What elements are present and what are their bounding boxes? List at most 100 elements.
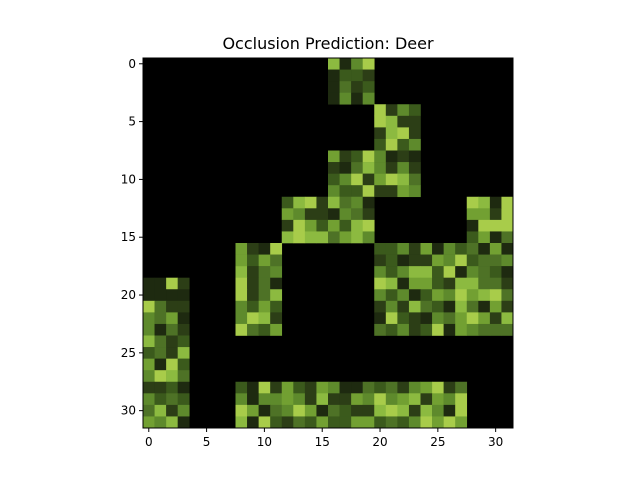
heatmap-cell — [466, 196, 479, 209]
heatmap-cell — [362, 58, 375, 70]
heatmap-cell — [420, 266, 433, 278]
heatmap-cell — [420, 404, 433, 417]
heatmap-cell — [397, 277, 410, 290]
heatmap-cell — [374, 277, 387, 290]
heatmap-cell — [420, 277, 433, 290]
heatmap-cell — [293, 196, 306, 209]
heatmap-cell — [432, 416, 444, 429]
heatmap-cell — [339, 404, 352, 417]
heatmap-cell — [408, 254, 421, 267]
heatmap-cell — [258, 312, 271, 325]
heatmap-cell — [351, 92, 363, 105]
heatmap-cell — [247, 277, 259, 290]
heatmap-cell — [154, 416, 167, 429]
heatmap-cell — [374, 416, 387, 429]
heatmap-cell — [351, 162, 363, 174]
heatmap-cell — [489, 266, 502, 278]
heatmap-cell — [443, 277, 456, 290]
heatmap-cell — [408, 416, 421, 429]
heatmap-cell — [385, 138, 398, 151]
heatmap-cell — [374, 312, 387, 325]
heatmap-cell — [443, 323, 456, 336]
heatmap-cell — [362, 208, 375, 221]
heatmap-cell — [339, 69, 352, 82]
heatmap-cell — [235, 277, 248, 290]
heatmap-cell — [385, 150, 398, 163]
heatmap-cell — [247, 323, 259, 336]
heatmap-cell — [177, 416, 190, 429]
heatmap-cell — [385, 323, 398, 336]
heatmap-cell — [281, 231, 294, 244]
heatmap-cell — [258, 416, 271, 429]
heatmap-cell — [408, 404, 421, 417]
heatmap-cell — [270, 254, 283, 267]
heatmap-cell — [478, 312, 491, 325]
heatmap-cell — [489, 208, 502, 221]
heatmap-cell — [466, 219, 479, 232]
heatmap-cell — [374, 266, 387, 278]
heatmap-cell — [351, 69, 363, 82]
heatmap-cell — [154, 277, 167, 290]
heatmap-cell — [351, 404, 363, 417]
heatmap-cell — [166, 277, 178, 290]
heatmap-cell — [281, 416, 294, 429]
heatmap-cell — [397, 266, 410, 278]
heatmap-cell — [443, 243, 456, 255]
heatmap-cell — [420, 254, 433, 267]
heatmap-cell — [432, 277, 444, 290]
heatmap-cell — [351, 81, 363, 93]
y-tick-label: 10 — [121, 172, 136, 186]
heatmap-cell — [316, 208, 329, 221]
heatmap-cell — [316, 393, 329, 406]
heatmap-cell — [420, 381, 433, 394]
heatmap-cell — [501, 219, 514, 232]
heatmap-cell — [408, 243, 421, 255]
heatmap-cell — [466, 289, 479, 302]
heatmap-cell — [362, 150, 375, 163]
heatmap-cell — [177, 404, 190, 417]
heatmap-cell — [316, 231, 329, 244]
heatmap-cell — [166, 312, 178, 325]
heatmap-cell — [443, 254, 456, 267]
heatmap-cell — [235, 381, 248, 394]
heatmap-cell — [432, 393, 444, 406]
heatmap-cell — [351, 219, 363, 232]
heatmap-cell — [408, 150, 421, 163]
heatmap-cell — [408, 277, 421, 290]
heatmap-cell — [339, 219, 352, 232]
heatmap-cell — [432, 312, 444, 325]
heatmap-cell — [374, 323, 387, 336]
heatmap-cell — [466, 266, 479, 278]
heatmap-cell — [281, 208, 294, 221]
heatmap-cell — [258, 404, 271, 417]
heatmap-cell — [408, 127, 421, 140]
y-tick-label: 30 — [121, 404, 136, 418]
heatmap-cell — [385, 185, 398, 198]
heatmap-cell — [478, 208, 491, 221]
heatmap-cell — [304, 381, 317, 394]
heatmap-cell — [397, 127, 410, 140]
x-tick-label: 5 — [203, 435, 211, 449]
plot-frame — [142, 57, 514, 429]
heatmap-cell — [455, 404, 468, 417]
heatmap-cell — [351, 196, 363, 209]
heatmap-cell — [247, 266, 259, 278]
heatmap-cell — [177, 312, 190, 325]
heatmap-cell — [293, 404, 306, 417]
heatmap-cell — [466, 231, 479, 244]
heatmap-cell — [385, 404, 398, 417]
heatmap-cell — [258, 381, 271, 394]
heatmap-cell — [143, 323, 155, 336]
heatmap-cell — [455, 381, 468, 394]
heatmap-cell — [443, 300, 456, 313]
heatmap-cell — [385, 300, 398, 313]
heatmap-cell — [328, 150, 340, 163]
heatmap-cell — [351, 381, 363, 394]
heatmap-cell — [177, 347, 190, 359]
heatmap-cell — [385, 289, 398, 302]
heatmap-cell — [166, 404, 178, 417]
y-axis: 0 5 10 15 20 25 30 — [121, 57, 143, 418]
heatmap-cell — [270, 300, 283, 313]
heatmap-cell — [247, 393, 259, 406]
heatmap-cell — [339, 81, 352, 93]
